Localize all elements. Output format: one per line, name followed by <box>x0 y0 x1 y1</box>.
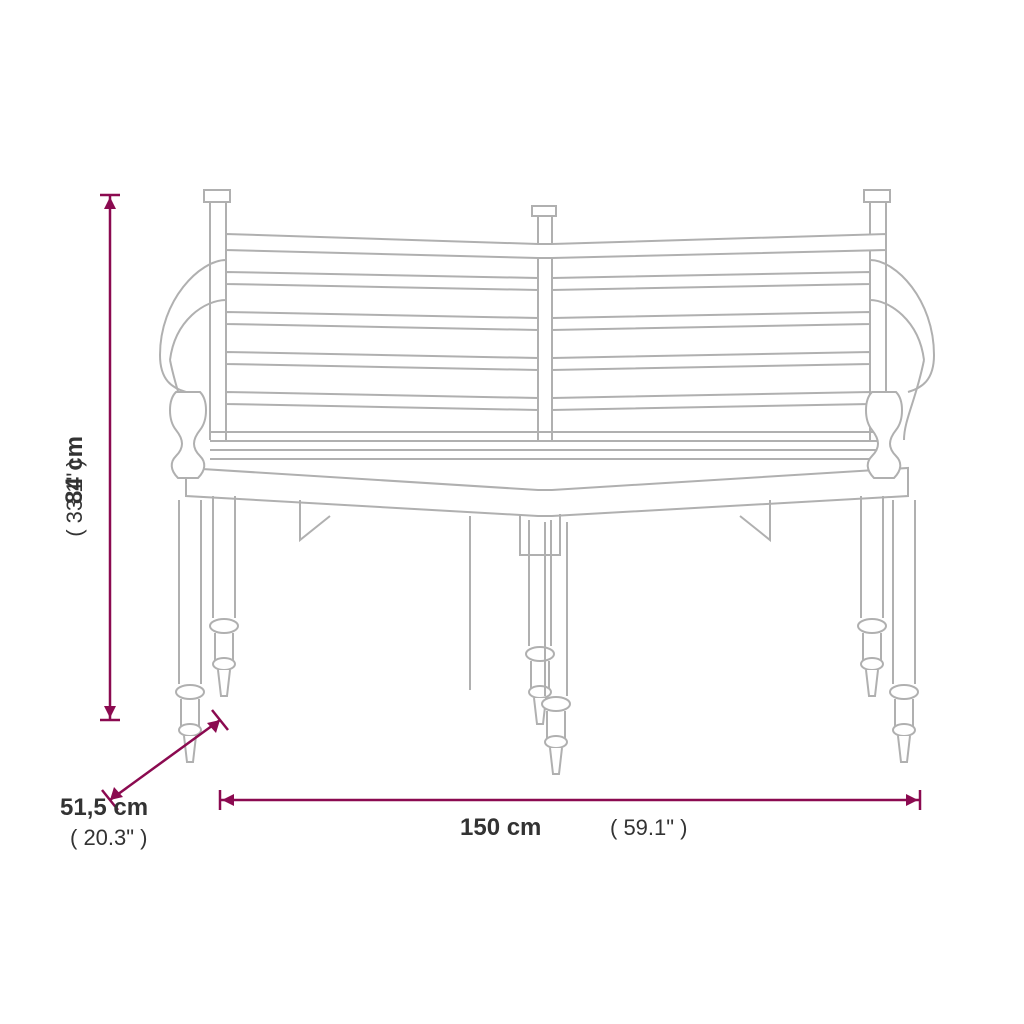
depth-label: 51,5 cm <box>60 794 148 821</box>
depth-label-in: ( 20.3" ) <box>70 825 148 850</box>
width-label: 150 cm <box>460 814 541 841</box>
bench-drawing <box>160 190 934 774</box>
height-label-in: ( 33.1" ) <box>62 459 87 537</box>
width-label-in: ( 59.1" ) <box>610 815 688 840</box>
